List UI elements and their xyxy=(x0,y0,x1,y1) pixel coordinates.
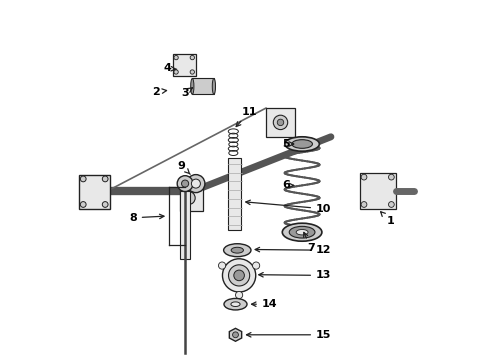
Ellipse shape xyxy=(212,78,215,94)
Text: 11: 11 xyxy=(236,107,257,126)
Circle shape xyxy=(361,174,366,180)
FancyBboxPatch shape xyxy=(265,108,294,137)
Ellipse shape xyxy=(230,302,240,306)
Circle shape xyxy=(102,202,108,207)
FancyBboxPatch shape xyxy=(79,175,109,209)
Text: 8: 8 xyxy=(129,213,163,223)
Text: 2: 2 xyxy=(152,87,166,97)
Ellipse shape xyxy=(284,137,319,151)
Circle shape xyxy=(190,55,194,60)
Bar xyxy=(172,54,196,76)
Text: 12: 12 xyxy=(255,245,331,255)
Text: 6: 6 xyxy=(282,180,293,190)
Polygon shape xyxy=(229,328,241,341)
Circle shape xyxy=(174,70,178,74)
FancyBboxPatch shape xyxy=(179,180,203,211)
Circle shape xyxy=(102,176,108,182)
Ellipse shape xyxy=(233,270,244,281)
Text: 15: 15 xyxy=(246,330,331,340)
Text: 4: 4 xyxy=(163,63,176,73)
Bar xyxy=(359,173,395,209)
Text: 14: 14 xyxy=(251,299,277,309)
Circle shape xyxy=(177,176,193,192)
Ellipse shape xyxy=(190,78,194,94)
Text: 13: 13 xyxy=(258,270,331,280)
Circle shape xyxy=(361,202,366,207)
Ellipse shape xyxy=(231,247,243,253)
Text: 1: 1 xyxy=(380,212,393,226)
Ellipse shape xyxy=(186,175,204,193)
Circle shape xyxy=(387,202,393,207)
Text: 5: 5 xyxy=(282,139,293,149)
Ellipse shape xyxy=(223,244,250,257)
Circle shape xyxy=(174,55,178,60)
Bar xyxy=(192,78,213,94)
Circle shape xyxy=(181,180,188,187)
Circle shape xyxy=(273,115,287,130)
Circle shape xyxy=(252,262,259,269)
Circle shape xyxy=(232,332,238,338)
Ellipse shape xyxy=(228,265,249,286)
Bar xyxy=(228,158,241,230)
Text: 3: 3 xyxy=(181,88,192,98)
Ellipse shape xyxy=(222,259,255,292)
Circle shape xyxy=(387,174,393,180)
Ellipse shape xyxy=(296,230,307,235)
Ellipse shape xyxy=(224,298,246,310)
Ellipse shape xyxy=(191,179,200,188)
Circle shape xyxy=(182,192,195,204)
Ellipse shape xyxy=(288,226,314,238)
Text: 9: 9 xyxy=(177,161,190,174)
Bar xyxy=(180,191,190,259)
Circle shape xyxy=(80,202,86,207)
Ellipse shape xyxy=(282,223,321,241)
Ellipse shape xyxy=(291,140,312,148)
Circle shape xyxy=(80,176,86,182)
Text: 7: 7 xyxy=(303,233,314,253)
Circle shape xyxy=(235,292,242,299)
Circle shape xyxy=(277,119,283,126)
Circle shape xyxy=(218,262,225,269)
Circle shape xyxy=(190,70,194,74)
Text: 10: 10 xyxy=(245,200,331,214)
